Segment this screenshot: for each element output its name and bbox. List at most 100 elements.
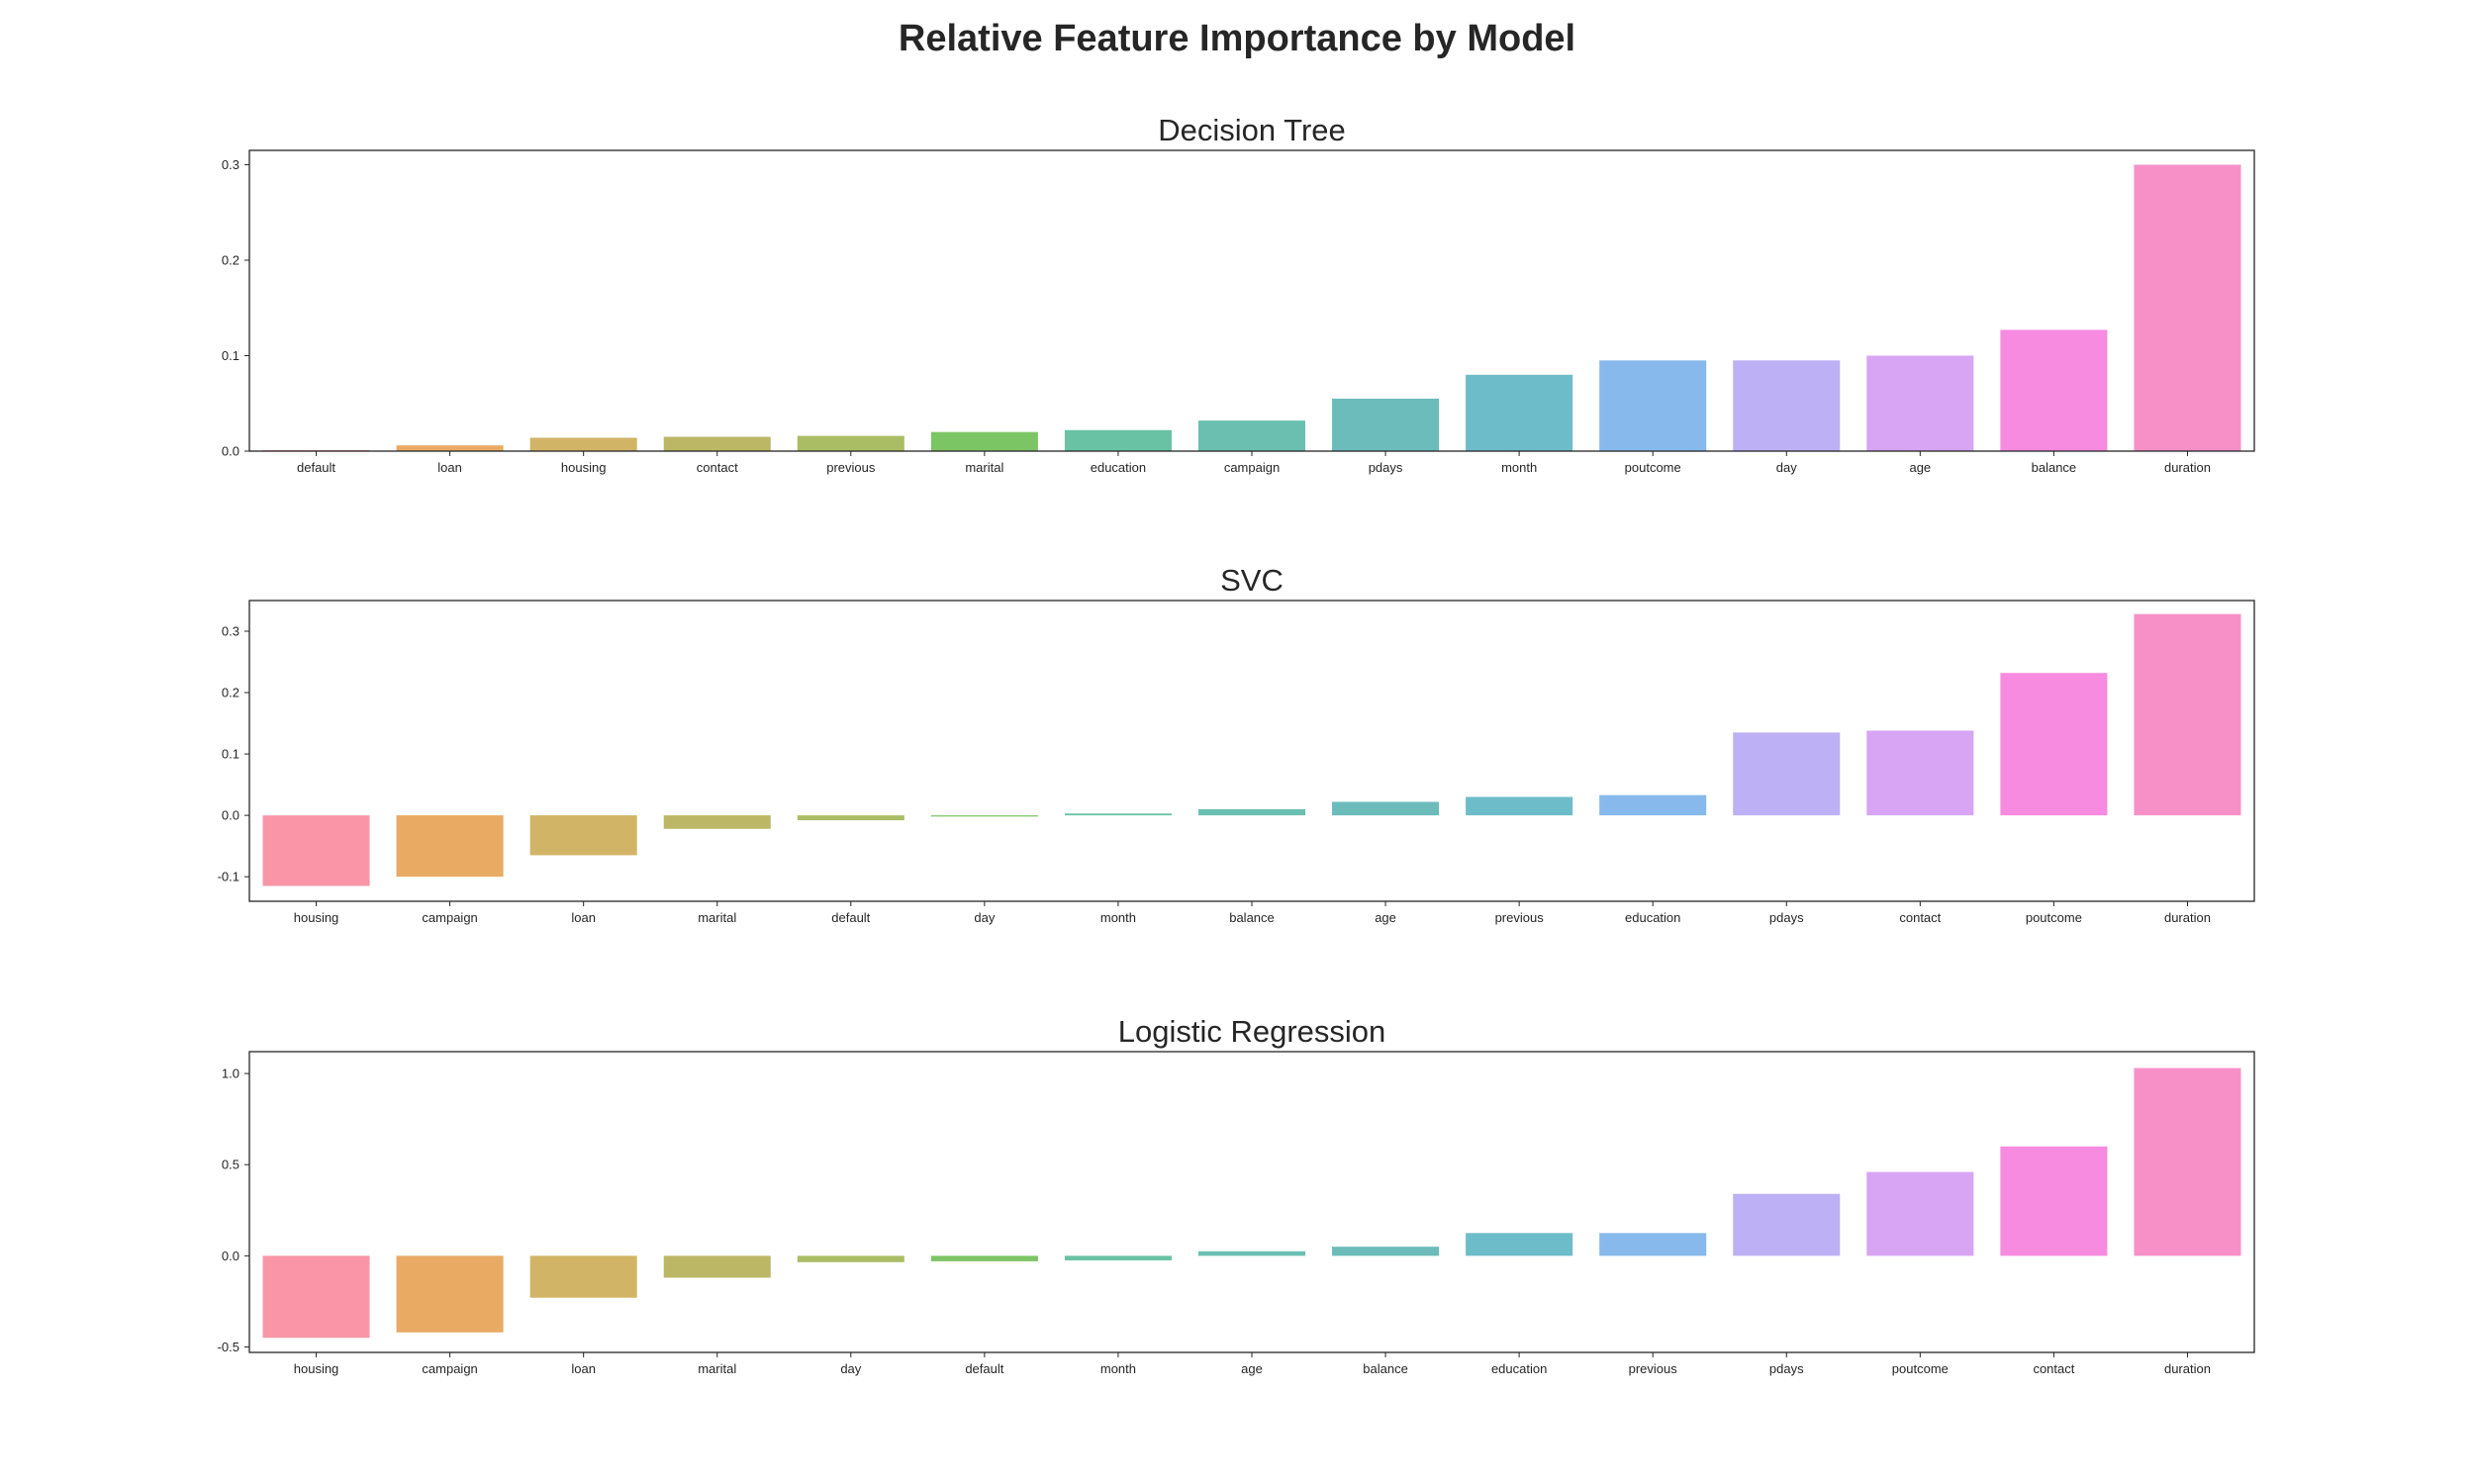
y-tick-label: 0.0 <box>222 808 239 823</box>
bar-loan <box>529 815 637 856</box>
x-tick-label: loan <box>571 1361 596 1376</box>
x-tick-label: contact <box>697 460 738 475</box>
x-tick-label: education <box>1091 460 1146 475</box>
y-tick-label: 0.1 <box>222 747 239 762</box>
bar-education <box>1064 429 1172 451</box>
plot-frame <box>248 600 2255 902</box>
x-tick-label: housing <box>561 460 607 475</box>
x-tick-label: loan <box>437 460 462 475</box>
bar-campaign <box>396 815 504 878</box>
x-tick-label: contact <box>1899 910 1941 925</box>
x-tick-label: day <box>840 1361 861 1376</box>
bar-education <box>1599 794 1707 816</box>
bar-pdays <box>1733 732 1841 816</box>
bar-month <box>1064 1255 1172 1260</box>
x-tick-label: month <box>1100 1361 1136 1376</box>
x-tick-label: campaign <box>422 1361 477 1376</box>
x-tick-label: marital <box>698 1361 736 1376</box>
bar-poutcome <box>1599 360 1707 451</box>
bar-duration <box>2134 1067 2241 1256</box>
bar-contact <box>663 436 771 451</box>
bar-balance <box>1332 1247 1440 1256</box>
x-tick-label: education <box>1491 1361 1547 1376</box>
bar-contact <box>2000 1146 2108 1256</box>
x-tick-label: campaign <box>422 910 477 925</box>
bar-default <box>930 1255 1038 1261</box>
x-tick-label: marital <box>965 460 1003 475</box>
y-tick-label: 0.2 <box>222 252 239 267</box>
x-tick-label: age <box>1909 460 1931 475</box>
y-tick-label: 0.2 <box>222 686 239 700</box>
bar-day <box>797 1255 904 1262</box>
x-tick-label: poutcome <box>2026 910 2082 925</box>
y-tick-label: 0.0 <box>222 444 239 459</box>
figure-title: Relative Feature Importance by Model <box>898 18 1576 59</box>
x-tick-label: month <box>1501 460 1537 475</box>
bar-pdays <box>1332 398 1440 451</box>
x-tick-label: previous <box>826 460 876 475</box>
bar-marital <box>663 1255 771 1278</box>
x-tick-label: housing <box>294 1361 339 1376</box>
x-tick-label: housing <box>294 910 339 925</box>
x-tick-label: poutcome <box>1892 1361 1949 1376</box>
bar-pdays <box>1733 1193 1841 1256</box>
bar-default <box>797 815 904 821</box>
y-tick-label: 0.3 <box>222 157 239 172</box>
y-tick-label: 0.3 <box>222 624 239 639</box>
x-tick-label: duration <box>2164 460 2211 475</box>
y-tick-label: -0.1 <box>218 870 239 884</box>
x-tick-label: balance <box>1363 1361 1408 1376</box>
y-tick-label: -0.5 <box>218 1340 239 1354</box>
bar-age <box>1197 1251 1306 1256</box>
bar-housing <box>262 815 370 886</box>
x-tick-label: duration <box>2164 910 2211 925</box>
x-tick-label: previous <box>1495 910 1545 925</box>
x-tick-label: day <box>1776 460 1797 475</box>
bar-marital <box>663 815 771 829</box>
x-tick-label: duration <box>2164 1361 2211 1376</box>
bar-campaign <box>1197 420 1306 451</box>
bar-duration <box>2134 613 2241 816</box>
plot-frame <box>248 1051 2255 1353</box>
chart-panel-logistic-regression: Logistic Regression housing campaign loan ma… <box>218 1014 2255 1376</box>
x-tick-label: previous <box>1629 1361 1678 1376</box>
y-tick-label: 0.5 <box>222 1158 239 1172</box>
bar-campaign <box>396 1255 504 1333</box>
bar-balance <box>1197 808 1306 816</box>
bar-duration <box>2134 164 2241 451</box>
x-tick-label: default <box>831 910 870 925</box>
bar-age <box>1866 355 1974 451</box>
y-tick-label: 0.0 <box>222 1249 239 1263</box>
bar-day <box>930 815 1038 817</box>
bar-housing <box>262 1255 370 1339</box>
x-tick-label: pdays <box>1769 1361 1804 1376</box>
bar-day <box>1733 360 1841 451</box>
chart-title: Logistic Regression <box>1118 1014 1386 1049</box>
bar-loan <box>529 1255 637 1298</box>
x-tick-label: marital <box>698 910 736 925</box>
x-tick-label: campaign <box>1224 460 1280 475</box>
bar-age <box>1332 801 1440 816</box>
bar-previous <box>797 435 904 451</box>
bar-loan <box>396 445 504 451</box>
bar-marital <box>930 431 1038 451</box>
bar-month <box>1466 374 1573 451</box>
x-tick-label: balance <box>1229 910 1275 925</box>
x-tick-label: default <box>965 1361 1003 1376</box>
bar-poutcome <box>2000 673 2108 816</box>
bar-housing <box>529 437 637 451</box>
chart-panel-decision-tree: Decision Tree default loan housing contact pr… <box>222 113 2255 475</box>
y-tick-label: 1.0 <box>222 1067 239 1081</box>
bar-poutcome <box>1866 1171 1974 1256</box>
x-tick-label: contact <box>2033 1361 2074 1376</box>
bar-previous <box>1599 1233 1707 1256</box>
bar-month <box>1064 813 1172 816</box>
x-tick-label: age <box>1241 1361 1263 1376</box>
x-tick-label: pdays <box>1769 910 1804 925</box>
plot-frame <box>248 149 2255 452</box>
bar-balance <box>2000 329 2108 451</box>
y-tick-label: 0.1 <box>222 348 239 363</box>
x-tick-label: balance <box>2032 460 2077 475</box>
x-tick-label: pdays <box>1369 460 1403 475</box>
